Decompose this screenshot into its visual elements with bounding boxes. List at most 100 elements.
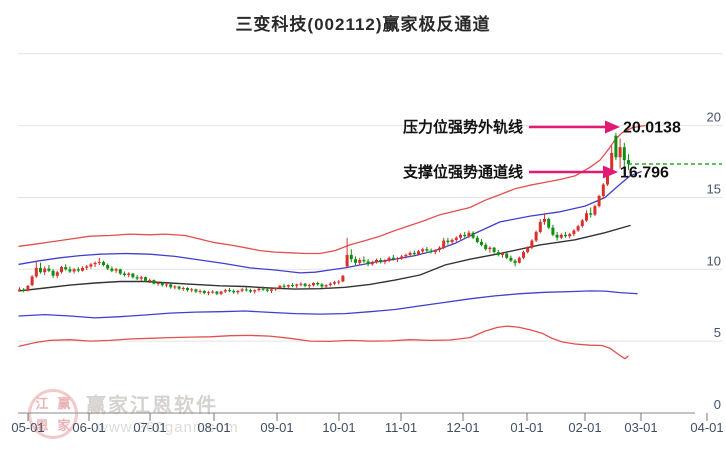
candle [64,267,68,270]
candle [450,239,454,242]
watermark-logo-char: 恩 [35,417,49,433]
x-tick-label: 11-01 [385,420,417,435]
x-tick-label: 07-01 [133,420,166,435]
watermark-logo-char: 江 [35,395,49,411]
watermark-logo-char: 家 [57,417,71,433]
channel-line [18,124,646,255]
candle [173,286,177,288]
channel-line [18,224,631,292]
candle [358,260,362,263]
y-tick-label: 5 [714,325,721,340]
candle [593,206,597,215]
candle [102,262,105,265]
pressure-arrowhead-icon [605,120,620,134]
candle [127,273,131,275]
candle [148,280,152,282]
x-tick-label: 03-01 [624,420,657,435]
candle [286,285,290,287]
candle [618,147,622,158]
candle [601,184,605,196]
candle [240,289,244,291]
candle [362,260,366,262]
candle [622,147,626,161]
candle [60,267,63,273]
candle [354,259,357,263]
candle [408,252,412,255]
candle [299,283,303,285]
candle [165,284,168,286]
candle [190,289,194,291]
candle [559,234,563,238]
annotation-layer: 压力位强势外轨线 20.0138 支撑位强势通道线 16.796 [402,118,681,182]
candle [471,232,475,238]
candle [391,257,395,260]
candle [509,257,513,261]
watermark-url: www.360gann.com [97,419,239,436]
candle [467,232,471,237]
candles-layer [18,132,630,296]
channel-line [18,170,642,274]
candle [131,273,135,278]
candle [22,289,26,291]
channel-line [18,290,638,319]
candle [530,240,534,248]
candle [135,277,139,279]
candle [43,268,47,273]
candle [597,196,601,207]
candle [18,289,21,291]
y-tick-label: 0 [714,397,721,412]
candle [551,227,555,235]
candle [580,220,584,227]
x-tick-label: 02-01 [568,420,601,435]
candle [139,277,143,279]
candle [186,288,189,291]
candle [442,240,446,248]
candle [295,284,299,286]
candle [585,213,588,221]
candle [610,152,614,171]
candle [463,234,467,237]
candle [55,272,59,276]
candle [400,256,404,259]
candle [312,283,315,286]
support-arrowhead-icon [603,165,618,179]
candle [333,282,336,284]
x-tick-label: 06-01 [72,420,105,435]
candle [97,262,101,264]
candle [517,257,521,263]
candle [261,288,265,290]
candle [303,283,307,286]
candle [253,290,257,292]
pressure-label: 压力位强势外轨线 [403,118,523,136]
candle [93,262,97,265]
candle [223,290,227,292]
grid-layer [18,53,723,342]
candle [480,242,483,245]
candle [328,283,332,286]
candle [47,268,51,271]
candle [265,289,269,291]
candle [412,252,416,255]
candle [169,284,173,288]
channel-lines-layer [18,124,646,360]
x-tick-label: 09-01 [260,420,293,435]
candle [274,288,278,290]
candle [324,285,328,287]
y-tick-label: 20 [707,110,721,125]
candle [337,281,341,283]
candle [526,247,530,252]
x-tick-label: 12-01 [446,420,479,435]
candle [282,285,286,287]
y-tick-label: 10 [707,253,721,268]
candle [114,269,118,271]
candle [85,266,89,268]
candle [396,258,399,260]
candle [375,260,378,263]
candle [370,262,374,265]
candle [316,283,320,285]
candle [383,260,387,263]
candle [181,288,185,289]
candle [207,292,210,294]
